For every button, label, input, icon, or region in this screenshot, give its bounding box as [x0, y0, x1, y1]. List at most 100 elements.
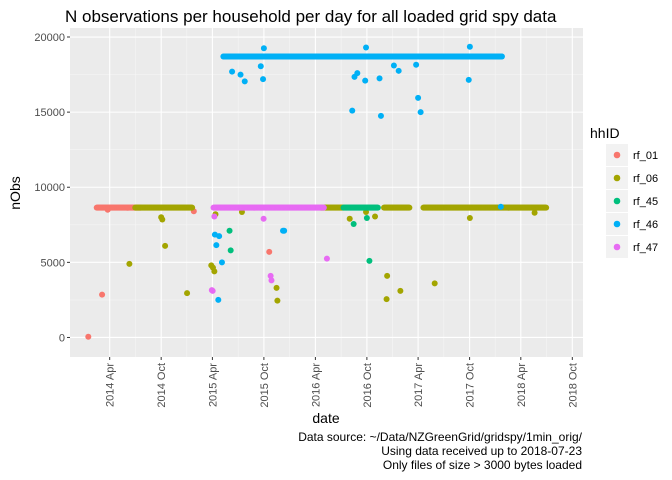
chart-title: N observations per household per day for…: [65, 7, 557, 26]
data-point: [417, 109, 424, 116]
x-axis-title: date: [312, 410, 339, 426]
x-tick-label: 2016 Apr: [310, 363, 322, 407]
data-point: [267, 272, 274, 279]
x-tick-label: 2017 Apr: [413, 363, 425, 407]
data-point: [257, 63, 264, 70]
data-point: [99, 291, 106, 298]
data-point: [543, 204, 550, 211]
legend-label-rf_01: rf_01: [633, 150, 658, 162]
data-point: [431, 280, 438, 287]
data-point: [350, 221, 357, 228]
y-tick-label: 5000: [41, 257, 65, 269]
data-point: [216, 233, 223, 240]
data-point: [213, 242, 220, 249]
series-rf_06: [126, 204, 550, 304]
data-point: [273, 284, 280, 291]
x-tick-label: 2014 Apr: [105, 363, 117, 407]
data-point: [497, 203, 504, 210]
caption-line-1: Data source: ~/Data/NZGreenGrid/gridspy/…: [298, 430, 582, 444]
legend-label-rf_46: rf_46: [633, 219, 658, 231]
data-point: [498, 53, 505, 60]
grid-lines: [70, 28, 583, 357]
data-point: [215, 296, 222, 303]
data-point: [466, 43, 473, 50]
y-axis-title: nObs: [7, 176, 23, 209]
data-point: [211, 213, 218, 220]
y-tick-label: 20000: [34, 32, 65, 44]
data-point: [374, 204, 381, 211]
data-point: [189, 204, 196, 211]
series-rf_46: [211, 43, 505, 303]
data-point: [323, 255, 330, 262]
caption-line-3: Only files of size > 3000 bytes loaded: [383, 458, 582, 472]
data-points: [85, 43, 550, 340]
data-point: [162, 242, 169, 249]
data-point: [397, 287, 404, 294]
data-point: [406, 204, 413, 211]
x-tick-label: 2016 Oct: [362, 363, 374, 408]
x-tick-label: 2017 Oct: [465, 363, 477, 408]
data-point: [390, 62, 397, 69]
data-point: [366, 257, 373, 264]
x-tick-label: 2014 Oct: [156, 363, 168, 408]
data-point: [104, 206, 111, 213]
x-tick-label: 2015 Oct: [259, 363, 271, 408]
y-tick-label: 15000: [34, 107, 65, 119]
data-point: [362, 77, 369, 84]
x-tick-label: 2018 Oct: [567, 363, 579, 408]
x-axis-ticks: 2014 Apr 2014 Oct 2015 Apr 2015 Oct 2016 Apr…: [105, 357, 579, 408]
y-tick-label: 0: [59, 332, 65, 344]
series-rf_47: [208, 204, 330, 294]
data-point: [346, 215, 353, 222]
data-point: [241, 78, 248, 85]
legend-key-rf_46: [613, 220, 621, 228]
data-point: [218, 259, 225, 266]
data-point: [159, 216, 166, 223]
data-point: [466, 215, 473, 222]
caption-line-2: Using data received up to 2018-07-23: [381, 444, 582, 458]
legend-key-rf_47: [613, 243, 621, 251]
x-tick-label: 2015 Apr: [207, 363, 219, 407]
data-point: [413, 61, 420, 68]
data-point: [395, 67, 402, 74]
data-point: [376, 75, 383, 82]
data-point: [260, 76, 267, 83]
data-point: [211, 268, 218, 275]
data-point: [126, 260, 133, 267]
data-point: [281, 227, 288, 234]
data-point: [85, 333, 92, 340]
data-point: [274, 297, 281, 304]
legend-label-rf_47: rf_47: [633, 242, 658, 254]
y-tick-label: 10000: [34, 182, 65, 194]
x-tick-label: 2018 Apr: [516, 363, 528, 407]
data-point: [363, 44, 370, 51]
data-point: [268, 277, 275, 284]
data-point: [320, 204, 327, 211]
data-point: [237, 71, 244, 78]
data-point: [184, 290, 191, 297]
data-point: [260, 215, 267, 222]
data-point: [372, 213, 379, 220]
data-point: [354, 70, 361, 77]
data-point: [383, 296, 390, 303]
series-rf_45: [226, 204, 381, 264]
data-point: [229, 68, 236, 75]
data-point: [363, 215, 370, 222]
data-point: [415, 94, 422, 101]
legend-key-rf_45: [613, 197, 621, 205]
y-axis-ticks: 0 5000 10000 15000 20000: [34, 32, 70, 344]
data-point: [226, 227, 233, 234]
data-point: [384, 272, 391, 279]
data-point: [227, 247, 234, 254]
data-point: [260, 45, 267, 52]
caption: Data source: ~/Data/NZGreenGrid/gridspy/…: [298, 430, 582, 472]
legend-label-rf_45: rf_45: [633, 196, 658, 208]
data-point: [531, 209, 538, 216]
data-point: [349, 107, 356, 114]
legend-title: hhID: [590, 125, 620, 141]
data-point: [266, 248, 273, 255]
data-point: [377, 112, 384, 119]
data-point: [209, 287, 216, 294]
legend-key-rf_01: [613, 151, 621, 159]
